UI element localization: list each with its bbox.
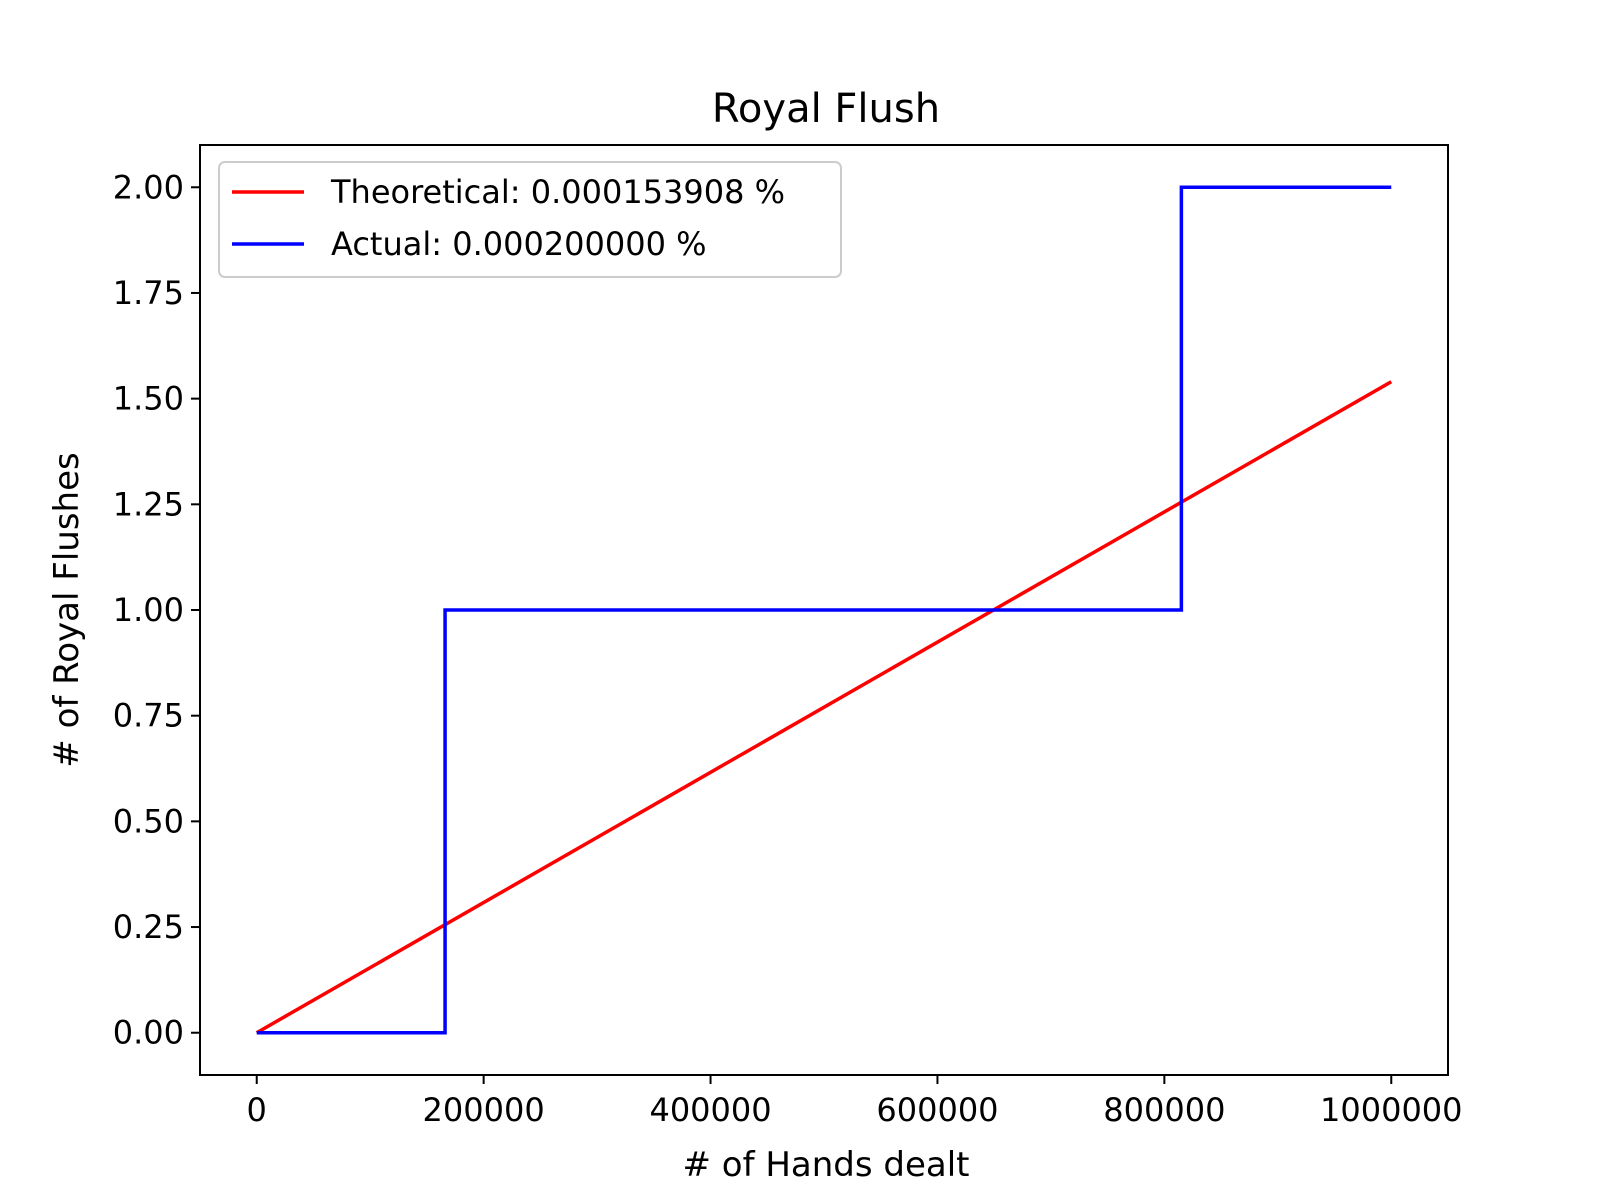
y-tick-label: 1.25 bbox=[113, 485, 184, 523]
x-tick-label: 800000 bbox=[1103, 1091, 1225, 1129]
x-tick-label: 1000000 bbox=[1320, 1091, 1463, 1129]
x-tick-label: 600000 bbox=[876, 1091, 998, 1129]
y-tick-label: 0.75 bbox=[113, 697, 184, 735]
y-axis-label: # of Royal Flushes bbox=[47, 452, 87, 767]
y-axis: 0.00 0.25 0.50 0.75 1.00 1.25 1.50 1.75 2.00 bbox=[113, 168, 200, 1052]
y-tick-label: 1.50 bbox=[113, 380, 184, 418]
y-tick-label: 2.00 bbox=[113, 168, 184, 206]
y-tick-label: 0.00 bbox=[113, 1014, 184, 1052]
legend-label: Actual: 0.000200000 % bbox=[331, 225, 707, 263]
x-axis-label: # of Hands dealt bbox=[682, 1145, 969, 1185]
x-tick-label: 0 bbox=[247, 1091, 267, 1129]
series-layer bbox=[255, 185, 1393, 1035]
chart-title: Royal Flush bbox=[712, 86, 940, 132]
y-tick-label: 1.75 bbox=[113, 274, 184, 312]
x-tick-label: 200000 bbox=[423, 1091, 545, 1129]
x-tick-label: 400000 bbox=[649, 1091, 771, 1129]
x-axis: 0 200000 400000 600000 800000 1000000 bbox=[247, 1075, 1463, 1129]
y-tick-label: 1.00 bbox=[113, 591, 184, 629]
legend-label: Theoretical: 0.000153908 % bbox=[330, 173, 785, 211]
y-tick-label: 0.25 bbox=[113, 908, 184, 946]
legend-box bbox=[218, 161, 842, 278]
y-tick-label: 0.50 bbox=[113, 802, 184, 840]
legend: Theoretical: 0.000153908 % Actual: 0.0002… bbox=[218, 161, 842, 278]
series-line-actual bbox=[256, 185, 1392, 1035]
